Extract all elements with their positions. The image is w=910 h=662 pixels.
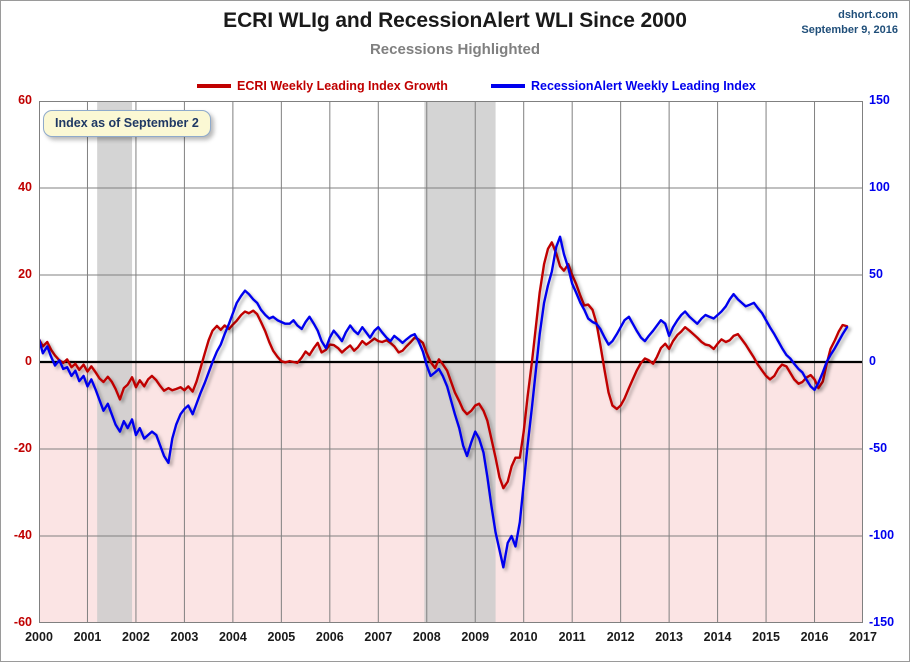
y-axis-right-tick: -150 — [869, 615, 895, 629]
legend-item-ecri: ECRI Weekly Leading Index Growth — [197, 79, 448, 93]
x-axis-tick: 2008 — [412, 630, 441, 644]
y-axis-left-tick: 0 — [25, 354, 32, 368]
y-axis-right-tick: 100 — [869, 180, 890, 194]
x-axis-tick: 2016 — [800, 630, 829, 644]
legend-label-recessionalert: RecessionAlert Weekly Leading Index — [531, 79, 756, 93]
chart-legend: ECRI Weekly Leading Index Growth Recessi… — [1, 79, 910, 97]
legend-swatch-blue-icon — [491, 84, 525, 88]
plot-area — [39, 101, 863, 623]
y-axis-left-tick: 20 — [18, 267, 32, 281]
x-axis-tick: 2002 — [122, 630, 150, 644]
y-axis-left-tick: 60 — [18, 93, 32, 107]
y-axis-left-tick: 40 — [18, 180, 32, 194]
callout-text: Index as of September 2 — [55, 116, 199, 130]
x-axis-tick: 2007 — [364, 630, 393, 644]
x-axis-tick: 2010 — [509, 630, 538, 644]
x-axis-tick: 2011 — [558, 630, 586, 644]
x-axis-tick: 2015 — [752, 630, 780, 644]
y-axis-right-tick: -100 — [869, 528, 895, 542]
x-axis-tick: 2009 — [461, 630, 490, 644]
x-axis-tick: 2000 — [25, 630, 53, 644]
credit-date: September 9, 2016 — [801, 24, 898, 36]
x-axis-tick: 2003 — [170, 630, 199, 644]
y-axis-left-tick: -60 — [13, 615, 32, 629]
x-axis-tick: 2014 — [703, 630, 732, 644]
x-axis-tick: 2013 — [655, 630, 684, 644]
x-axis-tick: 2017 — [849, 630, 877, 644]
chart-canvas — [39, 101, 863, 623]
page-title: ECRI WLIg and RecessionAlert WLI Since 2… — [223, 9, 687, 32]
callout-index-date: Index as of September 2 — [43, 110, 211, 137]
y-axis-right-tick: -50 — [869, 441, 888, 455]
x-axis-tick: 2006 — [315, 630, 344, 644]
x-axis-tick: 2001 — [73, 630, 102, 644]
page-subtitle: Recessions Highlighted — [369, 41, 541, 58]
legend-item-recessionalert: RecessionAlert Weekly Leading Index — [491, 79, 756, 93]
credit-site: dshort.com — [838, 9, 898, 21]
legend-label-ecri: ECRI Weekly Leading Index Growth — [237, 79, 448, 93]
y-axis-left-tick: -40 — [13, 528, 32, 542]
credit-block: dshort.com September 9, 2016 — [801, 8, 898, 38]
x-axis-tick: 2004 — [218, 630, 247, 644]
y-axis-right-tick: 50 — [869, 267, 883, 281]
x-axis-tick: 2005 — [267, 630, 296, 644]
y-axis-right-tick: 0 — [869, 354, 876, 368]
legend-swatch-red-icon — [197, 84, 231, 88]
y-axis-left-tick: -20 — [13, 441, 32, 455]
x-axis-tick: 2012 — [606, 630, 635, 644]
y-axis-right-tick: 150 — [869, 93, 890, 107]
